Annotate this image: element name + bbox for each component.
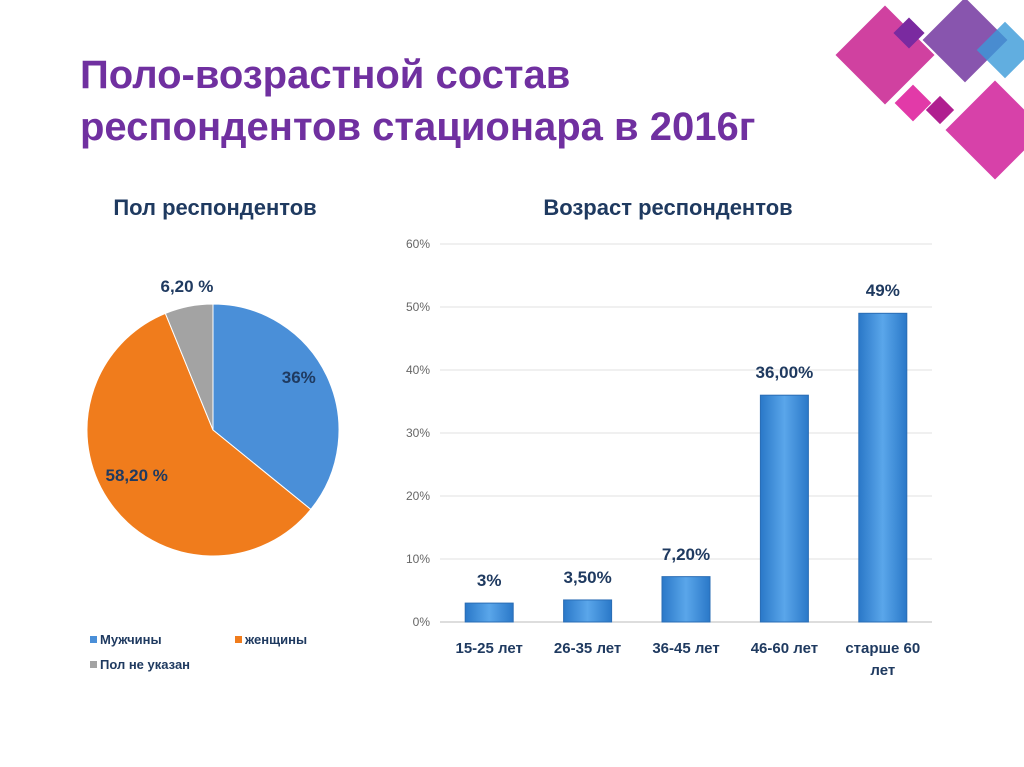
title-line: респондентов стационара в 2016г — [80, 105, 755, 149]
bar-value-label: 7,20% — [661, 544, 711, 564]
x-tick-label: старше 60 лет — [845, 640, 921, 679]
bar — [661, 576, 711, 623]
x-tick-label: 36-45 лет — [652, 640, 720, 657]
bar — [759, 394, 809, 623]
y-tick-label: 20% — [406, 489, 430, 503]
pie-value-label: 36% — [281, 368, 316, 388]
pie-value-label: 6,20 % — [160, 276, 214, 296]
y-tick-label: 0% — [413, 615, 431, 629]
bar — [858, 312, 908, 623]
decoration — [835, 0, 1024, 180]
y-tick-label: 40% — [406, 363, 430, 377]
pie-slice — [164, 303, 214, 431]
bar — [464, 602, 514, 623]
pie-value-label: 58,20 % — [105, 465, 168, 485]
y-tick-label: 10% — [406, 552, 430, 566]
legend-label: Пол не указан — [100, 657, 191, 672]
pie-slice — [86, 312, 312, 557]
title-line: Поло-возрастной состав — [80, 53, 570, 97]
legend-swatch — [235, 636, 242, 643]
x-tick-label: 26-35 лет — [553, 640, 622, 657]
x-tick-label: 15-25 лет — [455, 640, 523, 657]
pie-slice — [212, 303, 340, 511]
legend-swatch — [90, 661, 97, 668]
slide-title: Поло-возрастной состав респондентов стаци… — [80, 53, 755, 149]
bar-value-label: 3,50% — [563, 567, 612, 587]
y-tick-label: 30% — [406, 426, 430, 440]
pie-title: Пол респондентов — [113, 195, 316, 220]
bar-value-label: 49% — [865, 281, 900, 301]
y-tick-label: 60% — [406, 237, 430, 251]
legend-swatch — [90, 636, 97, 643]
legend-label: Мужчины — [100, 632, 162, 647]
bar-value-label: 36,00% — [755, 363, 814, 383]
bar-value-label: 3% — [476, 571, 502, 591]
legend-label: женщины — [245, 632, 308, 647]
y-tick-label: 50% — [406, 300, 430, 314]
slide-title-text: Поло-возрастной состав респондентов стаци… — [80, 53, 755, 149]
bar-title: Возраст респондентов — [543, 195, 792, 220]
x-tick-label: 46-60 лет — [750, 640, 819, 657]
bar — [563, 599, 613, 623]
